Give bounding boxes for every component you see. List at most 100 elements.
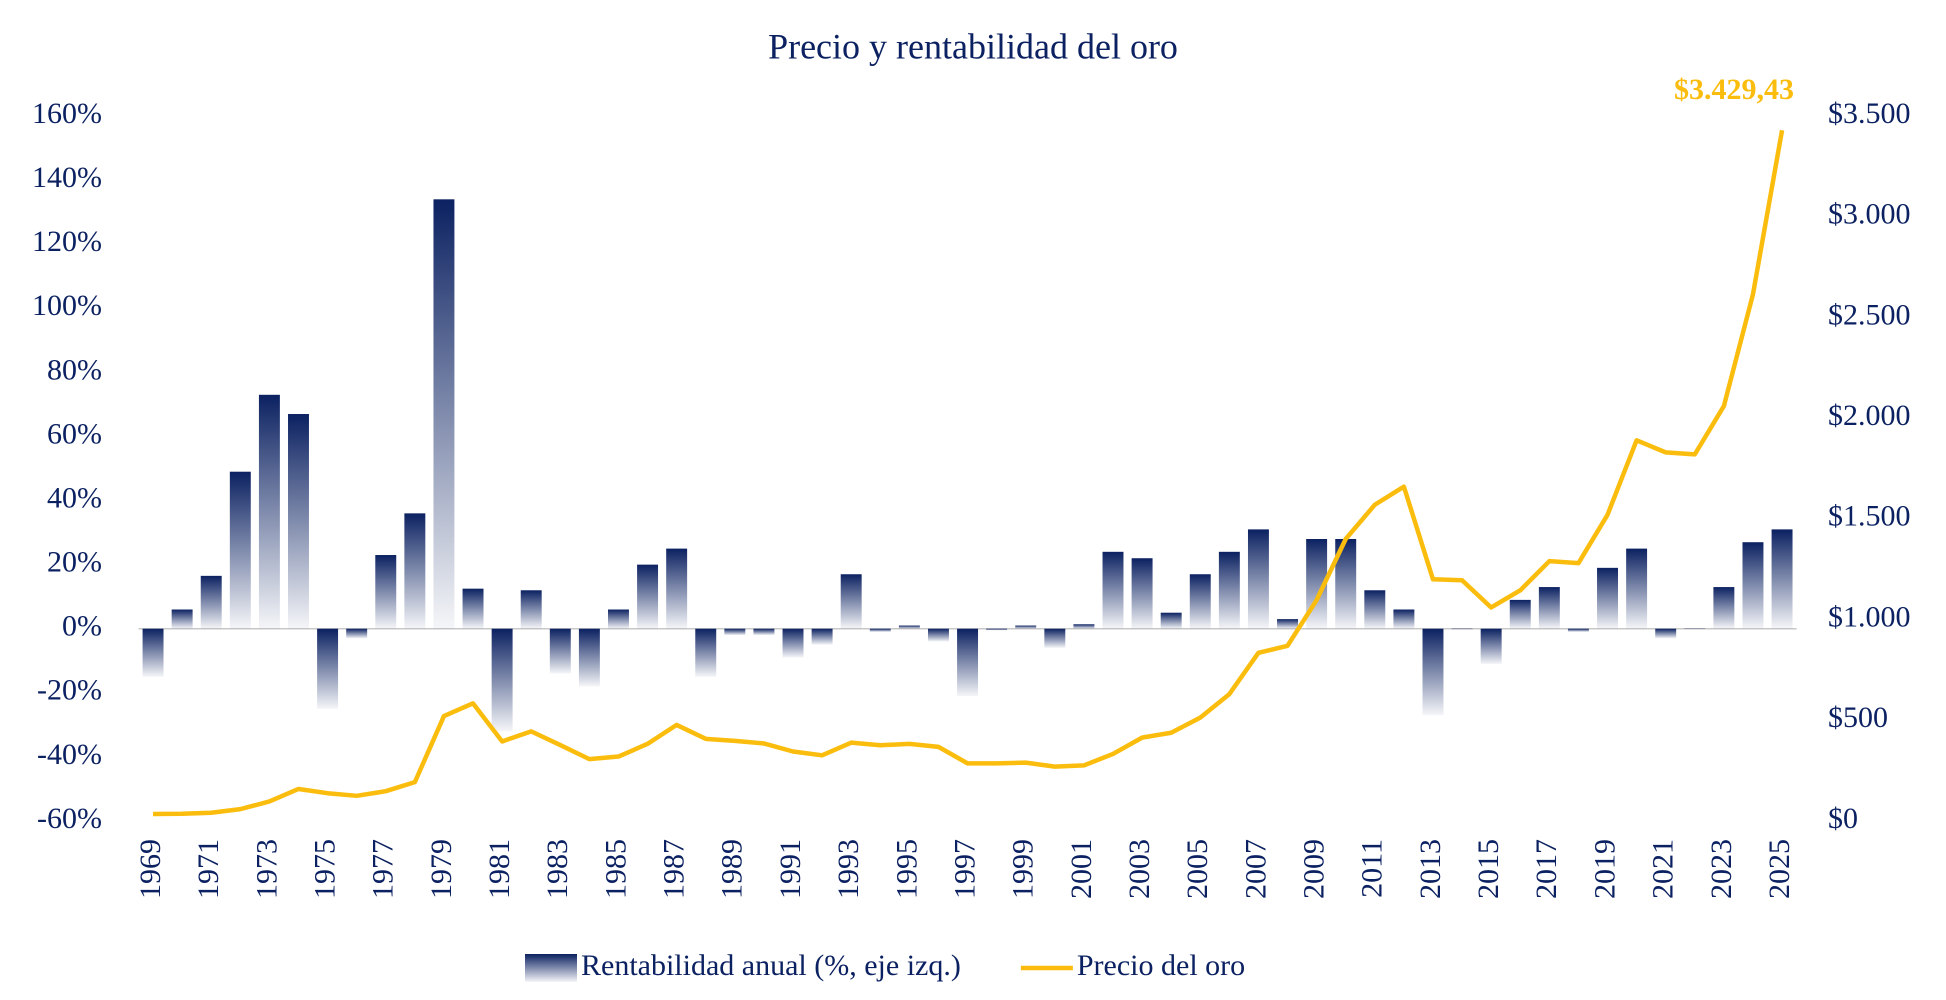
bar [346, 628, 368, 639]
y-tick-label: 140% [32, 161, 102, 194]
x-tick-label: 2019 [1588, 839, 1621, 899]
y2-tick-label: $2.000 [1828, 399, 1911, 432]
bar [142, 628, 164, 677]
bar [1335, 539, 1357, 629]
bar [171, 609, 193, 629]
bar [1277, 619, 1299, 629]
x-tick-label: 1969 [134, 839, 167, 899]
data-label: $3.429,43 [1674, 73, 1794, 106]
y-tick-label: 100% [32, 289, 102, 322]
bar [288, 414, 309, 629]
bar [229, 471, 251, 629]
bar [1655, 628, 1677, 639]
bar [1626, 548, 1648, 629]
y2-tick-label: $1.500 [1828, 500, 1911, 533]
bar [1393, 609, 1415, 629]
y2-tick-label: $500 [1828, 701, 1888, 734]
bar [811, 628, 833, 645]
bar [1015, 625, 1037, 629]
legend-swatch [525, 954, 577, 982]
x-tick-label: 2021 [1647, 839, 1680, 899]
x-tick-label: 1981 [483, 839, 516, 899]
y2-tick-label: $2.500 [1828, 298, 1911, 331]
bar [1247, 529, 1269, 629]
y-tick-label: 60% [47, 417, 102, 450]
bar [927, 628, 949, 642]
y-tick-label: -20% [37, 674, 102, 707]
bar [258, 394, 280, 629]
y-tick-label: 0% [62, 610, 102, 643]
y-tick-label: 120% [32, 225, 102, 258]
bar [200, 575, 222, 629]
bar [724, 628, 746, 636]
bar [1044, 628, 1066, 648]
y-tick-label: 40% [47, 481, 102, 514]
bar [1131, 558, 1153, 629]
x-tick-label: 1987 [658, 839, 691, 899]
bar [1218, 551, 1240, 629]
bar [1567, 628, 1589, 632]
x-tick-label: 1975 [308, 839, 341, 899]
bar [637, 564, 659, 629]
y2-tick-label: $3.000 [1828, 198, 1911, 231]
chart-title: Precio y rentabilidad del oro [768, 26, 1178, 66]
bar [1538, 587, 1560, 629]
y-tick-label: 80% [47, 353, 102, 386]
bar [1597, 567, 1618, 629]
bar [433, 199, 455, 629]
bar [1073, 624, 1095, 629]
bar [1364, 590, 1386, 629]
bar [1742, 542, 1764, 629]
bar [549, 628, 571, 674]
bar [462, 588, 484, 629]
x-tick-label: 1999 [1007, 839, 1040, 899]
y2-tick-label: $0 [1828, 802, 1858, 835]
x-tick-label: 1991 [774, 839, 807, 899]
y-tick-label: -40% [37, 738, 102, 771]
y2-tick-label: $1.000 [1828, 600, 1911, 633]
x-tick-label: 1983 [541, 839, 574, 899]
bar [375, 555, 397, 629]
bar [608, 609, 629, 629]
y2-tick-label: $3.500 [1828, 97, 1911, 130]
x-tick-label: 2007 [1239, 839, 1272, 899]
legend-label: Precio del oro [1077, 949, 1245, 982]
bar [782, 628, 804, 658]
bar [1160, 612, 1182, 629]
legend: Rentabilidad anual (%, eje izq.) Precio d… [525, 949, 1245, 982]
legend-label: Rentabilidad anual (%, eje izq.) [581, 949, 961, 982]
y-tick-label: -60% [37, 802, 102, 835]
bar [578, 628, 600, 687]
bar [753, 628, 775, 636]
x-tick-label: 1993 [832, 839, 865, 899]
bar [1189, 574, 1211, 629]
x-tick-label: 1995 [890, 839, 923, 899]
bar [986, 628, 1008, 631]
bar [520, 590, 542, 629]
x-tick-label: 1985 [599, 839, 632, 899]
x-tick-label: 1977 [367, 839, 400, 899]
bar [1771, 529, 1793, 629]
x-tick-label: 1997 [948, 839, 981, 899]
x-tick-label: 2015 [1472, 839, 1505, 899]
x-tick-label: 1973 [250, 839, 283, 899]
x-tick-label: 1989 [716, 839, 749, 899]
bar [404, 513, 426, 629]
x-tick-label: 1971 [192, 839, 225, 899]
x-tick-label: 2003 [1123, 839, 1156, 899]
y-tick-label: 160% [32, 97, 102, 130]
x-tick-label: 2017 [1530, 839, 1563, 899]
bar [1713, 587, 1735, 629]
price-line [153, 129, 1785, 817]
bar [491, 628, 513, 732]
bar [840, 574, 862, 629]
x-tick-label: 2005 [1181, 839, 1214, 899]
bar [695, 628, 717, 677]
bar [1102, 551, 1124, 629]
bar [1509, 599, 1531, 629]
bar [1684, 628, 1706, 630]
x-tick-label: 2013 [1414, 839, 1447, 899]
x-tick-label: 2025 [1763, 839, 1796, 899]
x-tick-label: 1979 [425, 839, 458, 899]
